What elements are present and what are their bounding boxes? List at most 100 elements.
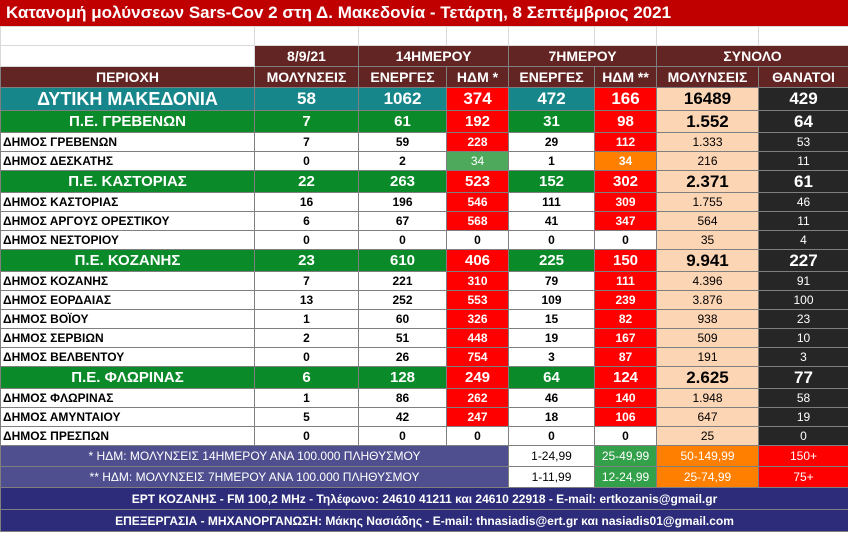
cell-hdm7: 98 [594,110,657,133]
cell-active14: 59 [358,132,447,152]
cell-total: 938 [656,309,759,329]
cell-active7: 18 [508,407,595,427]
cell-cases: 13 [254,290,359,310]
legend-text: ** ΗΔΜ: ΜΟΛΥΝΣΕΙΣ 7ΗΜΕΡΟΥ ΑΝΑ 100.000 ΠΛ… [0,466,509,488]
cell-deaths: 19 [758,407,848,427]
cell-total: 1.755 [656,192,759,212]
cell-deaths: 227 [758,249,848,272]
cell-hdm14: 249 [446,366,509,389]
municipality-row: ΔΗΜΟΣ ΚΟΖΑΝΗΣ 7 221 310 79 111 4.396 91 [0,271,848,291]
cell-active7: 0 [508,230,595,250]
cell-total: 191 [656,347,759,367]
cell-active7: 225 [508,249,595,272]
cell-active14: 0 [358,230,447,250]
cell-active14: 610 [358,249,447,272]
cell-total: 25 [656,426,759,446]
cell-hdm14: 406 [446,249,509,272]
cell-hdm14: 523 [446,170,509,193]
cell-hdm7: 302 [594,170,657,193]
cell-cases: 0 [254,426,359,446]
cell-cases: 0 [254,347,359,367]
cell-hdm14: 262 [446,388,509,408]
page-title: Κατανομή μολύνσεων Sars-Cov 2 στη Δ. Μακ… [0,0,848,26]
cell-name: ΔΗΜΟΣ ΓΡΕΒΕΝΩΝ [0,132,255,152]
legend-range-top: 75+ [758,466,848,488]
legend-range-mid: 12-24,99 [594,466,657,488]
legend-range-mid: 25-49,99 [594,445,657,467]
header-region: ΠΕΡΙΟΧΗ [0,66,255,88]
cell-hdm7: 34 [594,151,657,171]
cell-name: Π.Ε. ΓΡΕΒΕΝΩΝ [0,110,255,133]
cell-deaths: 10 [758,328,848,348]
column-header-row: ΠΕΡΙΟΧΗ ΜΟΛΥΝΣΕΙΣ ΕΝΕΡΓΕΣ ΗΔΜ * ΕΝΕΡΓΕΣ … [0,66,848,88]
legend-range-low: 1-11,99 [508,466,595,488]
cell-name: ΔΗΜΟΣ ΑΜΥΝΤΑΙΟΥ [0,407,255,427]
cell-deaths: 46 [758,192,848,212]
cell-hdm14: 310 [446,271,509,291]
cell-hdm7: 150 [594,249,657,272]
cell-total: 3.876 [656,290,759,310]
cell-total: 216 [656,151,759,171]
cell-active14: 86 [358,388,447,408]
cell-name: ΔΗΜΟΣ ΣΕΡΒΙΩΝ [0,328,255,348]
header-total: ΣΥΝΟΛΟ [656,45,848,67]
cell-name: ΔΗΜΟΣ ΚΟΖΑΝΗΣ [0,271,255,291]
cell-name: ΔΥΤΙΚΗ ΜΑΚΕΔΟΝΙΑ [0,87,255,111]
regional-unit-row: Π.Ε. ΚΟΖΑΝΗΣ 23 610 406 225 150 9.941 227 [0,249,848,272]
cell-deaths: 91 [758,271,848,291]
cell-hdm7: 167 [594,328,657,348]
cell-active7: 15 [508,309,595,329]
legend-row-7day: ** ΗΔΜ: ΜΟΛΥΝΣΕΙΣ 7ΗΜΕΡΟΥ ΑΝΑ 100.000 ΠΛ… [0,466,848,488]
cell-hdm14: 0 [446,426,509,446]
cell-deaths: 64 [758,110,848,133]
cell-hdm14: 374 [446,87,509,111]
footer-credits: ΕΠΕΞΕΡΓΑΣΙΑ - ΜΗΧΑΝΟΡΓΑΝΩΣΗ: Μάκης Νασιά… [0,509,848,532]
cell-hdm7: 106 [594,407,657,427]
cell-hdm14: 568 [446,211,509,231]
header-hdm14: ΗΔΜ * [446,66,509,88]
cell-hdm7: 111 [594,271,657,291]
cell-active14: 60 [358,309,447,329]
footer-row-credits: ΕΠΕΞΕΡΓΑΣΙΑ - ΜΗΧΑΝΟΡΓΑΝΩΣΗ: Μάκης Νασιά… [0,509,848,532]
cell-hdm14: 553 [446,290,509,310]
legend-range-top: 150+ [758,445,848,467]
cell-hdm7: 124 [594,366,657,389]
footer-row-contact: ΕΡΤ ΚΟΖΑΝΗΣ - FM 100,2 MHz - Τηλέφωνο: 2… [0,487,848,510]
cell-active7: 1 [508,151,595,171]
cell-deaths: 3 [758,347,848,367]
cell-total: 2.371 [656,170,759,193]
municipality-row: ΔΗΜΟΣ ΓΡΕΒΕΝΩΝ 7 59 228 29 112 1.333 53 [0,132,848,152]
cell-hdm14: 192 [446,110,509,133]
cell-active14: 51 [358,328,447,348]
cell-hdm14: 448 [446,328,509,348]
cell-hdm7: 309 [594,192,657,212]
header-total-cases: ΜΟΛΥΝΣΕΙΣ [656,66,759,88]
cell-cases: 23 [254,249,359,272]
cell-hdm14: 247 [446,407,509,427]
cell-deaths: 77 [758,366,848,389]
cell-deaths: 53 [758,132,848,152]
cell-total: 9.941 [656,249,759,272]
footer-contact: ΕΡΤ ΚΟΖΑΝΗΣ - FM 100,2 MHz - Τηλέφωνο: 2… [0,487,848,510]
cell-active7: 472 [508,87,595,111]
cell-cases: 1 [254,309,359,329]
cell-total: 4.396 [656,271,759,291]
infections-table: 8/9/21 14ΗΜΕΡΟΥ 7ΗΜΕΡΟΥ ΣΥΝΟΛΟ ΠΕΡΙΟΧΗ Μ… [0,26,848,532]
cell-hdm14: 546 [446,192,509,212]
cell-cases: 5 [254,407,359,427]
cell-hdm7: 239 [594,290,657,310]
cell-hdm7: 140 [594,388,657,408]
cell-deaths: 4 [758,230,848,250]
municipality-row: ΔΗΜΟΣ ΒΕΛΒΕΝΤΟΥ 0 26 754 3 87 191 3 [0,347,848,367]
cell-active14: 0 [358,426,447,446]
municipality-row: ΔΗΜΟΣ ΠΡΕΣΠΩΝ 0 0 0 0 0 25 0 [0,426,848,446]
legend-text: * ΗΔΜ: ΜΟΛΥΝΣΕΙΣ 14ΗΜΕΡΟΥ ΑΝΑ 100.000 ΠΛ… [0,445,509,467]
cell-active14: 67 [358,211,447,231]
cell-deaths: 429 [758,87,848,111]
cell-cases: 22 [254,170,359,193]
cell-deaths: 61 [758,170,848,193]
cell-name: ΔΗΜΟΣ ΝΕΣΤΟΡΙΟΥ [0,230,255,250]
cell-hdm7: 112 [594,132,657,152]
cell-hdm7: 82 [594,309,657,329]
